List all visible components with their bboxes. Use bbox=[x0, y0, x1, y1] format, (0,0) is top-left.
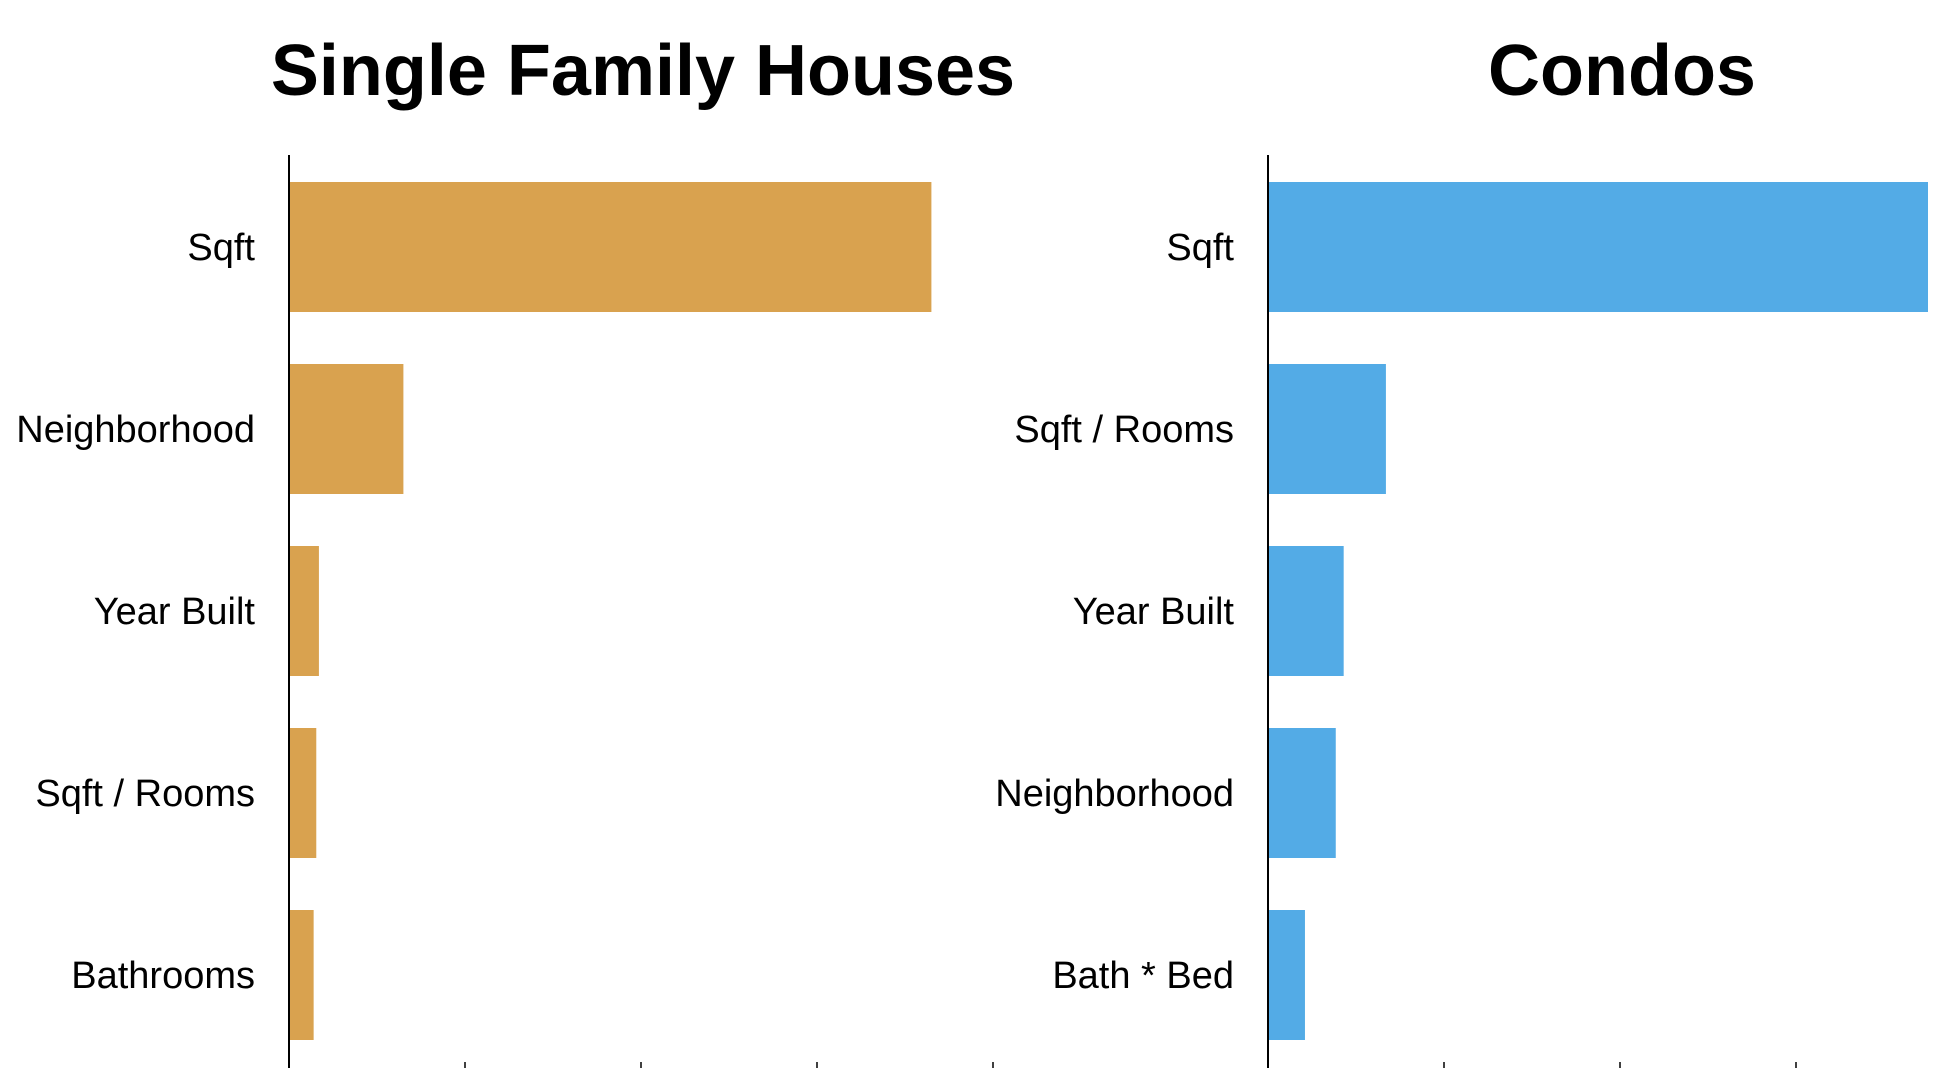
x-axis-ticks-single-family bbox=[464, 1062, 994, 1068]
category-label-single-family-0: Sqft bbox=[187, 227, 255, 269]
bar-group-single-family bbox=[289, 182, 932, 1040]
chart-panel-condos: Condos Sqft Sqft / Rooms Year Built Neighbo… bbox=[995, 31, 1928, 1068]
bar-single-family-0 bbox=[289, 182, 932, 312]
category-labels-condos: Sqft Sqft / Rooms Year Built Neighborhood Ba… bbox=[995, 227, 1234, 997]
bar-single-family-3 bbox=[289, 728, 317, 858]
bar-condos-0 bbox=[1268, 182, 1928, 312]
bar-condos-3 bbox=[1268, 728, 1336, 858]
bar-group-condos bbox=[1268, 182, 1928, 1040]
category-label-single-family-3: Sqft / Rooms bbox=[35, 773, 255, 815]
category-label-condos-3: Neighborhood bbox=[995, 773, 1234, 815]
bar-condos-2 bbox=[1268, 546, 1344, 676]
chart-panel-single-family: Single Family Houses Sqft Neighborhood Yea… bbox=[16, 31, 1015, 1068]
bar-single-family-2 bbox=[289, 546, 319, 676]
chart-title-single-family: Single Family Houses bbox=[271, 31, 1015, 111]
category-label-single-family-1: Neighborhood bbox=[16, 409, 255, 451]
category-label-single-family-2: Year Built bbox=[94, 591, 256, 633]
category-label-condos-1: Sqft / Rooms bbox=[1014, 409, 1234, 451]
x-axis-ticks-condos bbox=[1443, 1062, 1797, 1068]
category-label-condos-2: Year Built bbox=[1073, 591, 1235, 633]
bar-condos-4 bbox=[1268, 910, 1305, 1040]
bar-condos-1 bbox=[1268, 364, 1386, 494]
bar-single-family-1 bbox=[289, 364, 404, 494]
chart-title-condos: Condos bbox=[1488, 31, 1756, 111]
category-label-condos-0: Sqft bbox=[1166, 227, 1234, 269]
category-label-single-family-4: Bathrooms bbox=[71, 955, 255, 997]
category-label-condos-4: Bath * Bed bbox=[1052, 955, 1234, 997]
category-labels-single-family: Sqft Neighborhood Year Built Sqft / Rooms Ba… bbox=[16, 227, 255, 997]
bar-single-family-4 bbox=[289, 910, 314, 1040]
